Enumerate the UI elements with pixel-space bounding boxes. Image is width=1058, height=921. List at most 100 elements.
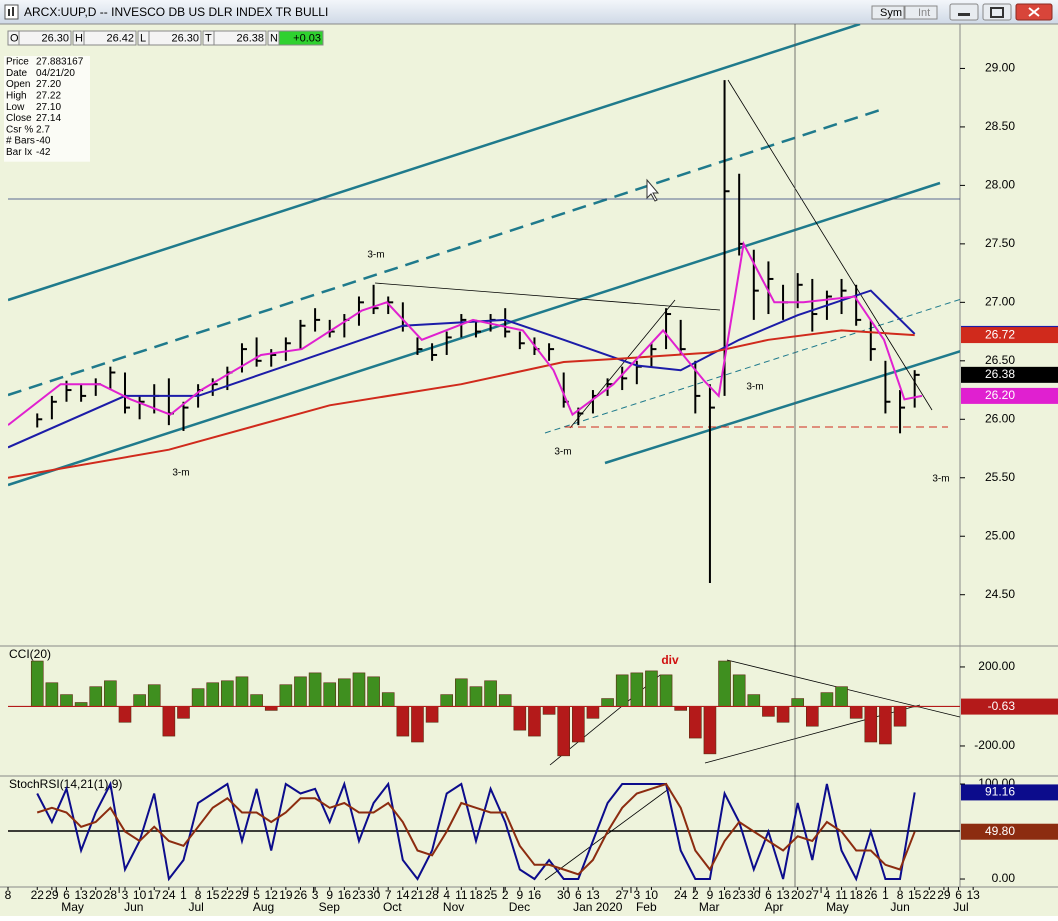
strip-label: O	[10, 32, 19, 44]
month-label: May	[826, 900, 849, 914]
x-tick-label: 20	[791, 888, 805, 902]
cci-bar	[147, 684, 161, 707]
x-tick-label: 19	[279, 888, 293, 902]
cci-bars	[8, 660, 960, 757]
info-label: Csr %	[6, 124, 33, 135]
cci-bar	[89, 686, 103, 707]
strip-label: L	[140, 32, 146, 44]
month-label: Apr	[765, 900, 784, 914]
panel-title: StochRSI(14,21(1),9)	[9, 777, 122, 791]
cci-bar	[718, 660, 731, 707]
x-tick-label: 14	[396, 888, 410, 902]
x-tick-label: 24	[674, 888, 688, 902]
annotation: 3-m	[932, 474, 949, 485]
x-tick-label: 21	[411, 888, 425, 902]
month-label: Jul	[953, 900, 968, 914]
cci-bar	[294, 676, 307, 707]
int-button-label[interactable]: Int	[918, 7, 930, 19]
channel-line	[8, 181, 941, 487]
cci-bar	[791, 698, 804, 707]
y-tick-label: 26.00	[985, 411, 1015, 425]
stoch-line	[36, 782, 916, 876]
cci-bar	[250, 694, 263, 707]
x-tick-label: 6	[955, 888, 962, 902]
x-tick-label: 6	[765, 888, 772, 902]
cci-bar	[352, 672, 366, 707]
x-tick-label: 15	[206, 888, 220, 902]
x-tick-label: 11	[835, 888, 848, 902]
x-tick-label: 4	[443, 888, 450, 902]
info-value: 27.20	[36, 79, 61, 90]
y-tick-label: 28.50	[985, 119, 1015, 133]
cci-bar	[820, 692, 834, 707]
axis-value-label: 26.38	[985, 367, 1015, 381]
strip-value-box	[83, 30, 137, 46]
x-tick-label: 3	[312, 888, 319, 902]
x-tick-label: 29	[937, 888, 951, 902]
y-tick-label: 200.00	[978, 659, 1015, 673]
trend-line	[544, 787, 671, 881]
x-tick-label: 13	[586, 888, 600, 902]
x-tick-label: 18	[469, 888, 483, 902]
x-tick-label: 18	[849, 888, 863, 902]
moving-averages	[8, 240, 923, 479]
x-tick-label: 8	[5, 888, 12, 902]
annotation: 3-m	[554, 447, 571, 458]
month-label: Oct	[383, 900, 402, 914]
cci-bar	[645, 670, 658, 707]
cci-bar	[118, 706, 132, 723]
x-tick-label: 13	[74, 888, 88, 902]
sym-button-label[interactable]: Sym	[880, 7, 902, 19]
x-tick-label: 16	[338, 888, 352, 902]
maximize-glyph	[990, 7, 1004, 18]
cci-bar	[60, 694, 73, 707]
cci-bar	[104, 680, 117, 707]
month-label: May	[61, 900, 84, 914]
strip-value: 26.38	[236, 32, 264, 44]
channel-line	[8, 24, 861, 302]
x-tick-label: 5	[253, 888, 260, 902]
info-value: 27.22	[36, 91, 61, 102]
x-tick-label: 1	[180, 888, 187, 902]
minimize-button[interactable]	[949, 3, 979, 21]
x-tick-label: 6	[575, 888, 582, 902]
annotation: div	[661, 653, 679, 667]
mouse-cursor	[646, 178, 660, 202]
moving-average-line	[8, 240, 923, 426]
x-tick-label: 12	[265, 888, 279, 902]
y-tick-label: -200.00	[974, 738, 1015, 752]
axis-value-box	[961, 387, 1058, 404]
y-tick-label: 24.50	[985, 587, 1015, 601]
axis-value-label: 26.72	[985, 327, 1015, 341]
axis-value-box	[961, 784, 1058, 801]
sym-button[interactable]	[871, 5, 905, 20]
y-tick-label: 25.50	[985, 470, 1015, 484]
cci-bar	[689, 706, 702, 739]
cci-bar	[308, 672, 322, 707]
cci-bar	[776, 706, 790, 723]
cci-bar	[615, 674, 629, 707]
int-button[interactable]	[904, 5, 938, 20]
cci-bar	[440, 694, 454, 707]
axis-value-box	[961, 327, 1058, 344]
y-tick-label: 28.00	[985, 178, 1015, 192]
x-tick-label: 7	[385, 888, 392, 902]
month-label: Dec	[509, 900, 530, 914]
info-label: Price	[6, 57, 29, 68]
info-value: -40	[36, 136, 51, 147]
cci-bar	[586, 706, 600, 719]
info-value: 2.7	[36, 124, 50, 135]
x-tick-label: 23	[352, 888, 366, 902]
x-tick-label: 9	[707, 888, 714, 902]
x-tick-label: 23	[733, 888, 747, 902]
moving-average-line	[8, 329, 915, 479]
info-value: -42	[36, 147, 51, 158]
cci-bar	[45, 682, 59, 707]
month-label: Sep	[319, 900, 341, 914]
cci-bar	[484, 680, 497, 707]
month-label: Mar	[699, 900, 720, 914]
x-tick-label: 27	[616, 888, 630, 902]
cci-bar	[133, 694, 146, 707]
